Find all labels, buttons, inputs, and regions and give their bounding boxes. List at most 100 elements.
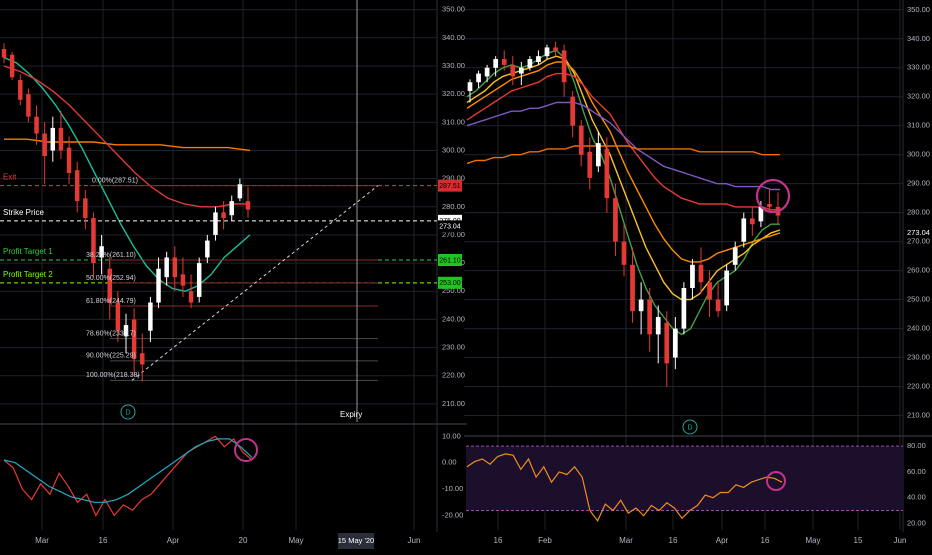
y-tick-label: 290.00 (442, 174, 465, 183)
candle-body (83, 198, 88, 219)
candle-body (724, 270, 730, 306)
oscillator-y-tick-label: 10.00 (442, 431, 461, 440)
candle-body (476, 73, 481, 83)
date-highlight-label: 15 May '20 (338, 536, 374, 545)
level-label: Profit Target 2 (3, 270, 53, 279)
oscillator-highlight-circle (766, 471, 786, 491)
candle-body (578, 125, 584, 155)
dividend-marker-icon (120, 404, 136, 420)
oscillator-y-tick-label: 20.00 (907, 518, 926, 527)
x-tick-label: Apr (167, 536, 180, 545)
oscillator-line (466, 453, 783, 522)
candle-body (638, 299, 644, 312)
x-tick-label: 16 (99, 536, 108, 545)
y-tick-label: 270.00 (907, 237, 930, 246)
level-label: Exit (3, 173, 17, 182)
candle-body (131, 319, 137, 359)
candle-body (205, 240, 210, 258)
candle-body (655, 316, 661, 335)
oscillator-y-tick-label: -20.00 (442, 510, 463, 519)
candle-body (544, 47, 550, 57)
candle-body (613, 198, 618, 242)
candle-body (156, 268, 161, 303)
resistance-highlight-circle (755, 178, 791, 214)
y-tick-label: 220.00 (442, 371, 465, 380)
price-badge (438, 179, 462, 192)
candle-body (707, 282, 712, 300)
y-tick-label: 290.00 (907, 179, 930, 188)
candle-body (510, 64, 516, 77)
candle-body (536, 56, 541, 62)
fib-level-label: 61.80%(244.79) (86, 298, 136, 305)
candle-body (518, 67, 524, 74)
fib-level-label: 38.20%(261.10) (86, 252, 136, 259)
y-tick-label: 300.00 (442, 145, 465, 154)
price-badge (438, 254, 462, 267)
y-tick-label: 320.00 (442, 89, 465, 98)
candle-body (229, 201, 234, 216)
x-tick-label: Feb (538, 536, 552, 545)
y-tick-label: 250.00 (442, 286, 465, 295)
candle-body (749, 218, 755, 225)
y-tick-label: 340.00 (907, 34, 930, 43)
moving-average-line (466, 61, 781, 263)
x-tick-label: Apr (716, 536, 729, 545)
fib-level-label: 78.60%(233.17) (86, 331, 136, 338)
candle-body (621, 241, 627, 265)
candle-body (99, 246, 104, 258)
x-tick-label: Mar (619, 536, 633, 545)
y-tick-label: 330.00 (907, 63, 930, 72)
candle-body (237, 184, 243, 199)
candle-body (180, 274, 186, 286)
y-tick-label: 210.00 (907, 410, 930, 419)
candle-body (664, 322, 670, 364)
candle-body (741, 218, 747, 242)
fib-level-label: 100.00%(218.38) (86, 372, 140, 379)
expiry-label: Expiry (340, 410, 362, 419)
candle-body (140, 353, 145, 365)
fib-level-label: 0.00%(287.51) (92, 177, 138, 184)
candle-body (630, 264, 635, 312)
oscillator-y-tick-label: 80.00 (907, 441, 926, 450)
candle-body (553, 47, 558, 51)
candle-body (767, 203, 772, 207)
candle-body (50, 127, 56, 151)
candle-body (501, 59, 507, 65)
candle-body (18, 80, 23, 100)
x-tick-label: May (288, 536, 303, 545)
moving-average-line (3, 65, 250, 208)
moving-average-line (3, 56, 251, 293)
oscillator-line (3, 438, 253, 503)
candle-body (715, 299, 721, 312)
candle-body (9, 54, 15, 78)
candle-body (172, 257, 178, 278)
candle-body (58, 127, 64, 151)
y-tick-label: 300.00 (907, 150, 930, 159)
price-badge (438, 276, 462, 289)
y-tick-label: 210.00 (442, 399, 465, 408)
candle-body (698, 264, 704, 283)
candle-body (732, 247, 738, 265)
y-tick-label: 270.00 (442, 230, 465, 239)
candle-body (1, 49, 7, 58)
x-tick-label: Jun (894, 536, 907, 545)
candle-body (690, 264, 695, 288)
crossover-highlight-circle (234, 438, 258, 462)
candle-body (527, 59, 533, 68)
candle-body (74, 170, 80, 202)
oscillator-y-tick-label: 0.00 (442, 458, 457, 467)
candle-body (245, 201, 251, 210)
candle-body (467, 82, 473, 91)
y-tick-label: 240.00 (442, 314, 465, 323)
x-tick-label: 16 (761, 536, 770, 545)
candle-body (196, 263, 202, 297)
oscillator-y-tick-label: 60.00 (907, 467, 926, 476)
candle-body (221, 212, 226, 219)
price-badge (438, 220, 462, 233)
candle-body (188, 291, 194, 303)
x-tick-label: 16 (494, 536, 503, 545)
y-tick-label: 310.00 (442, 117, 465, 126)
candle-body (107, 268, 112, 303)
candle-body (587, 151, 593, 178)
